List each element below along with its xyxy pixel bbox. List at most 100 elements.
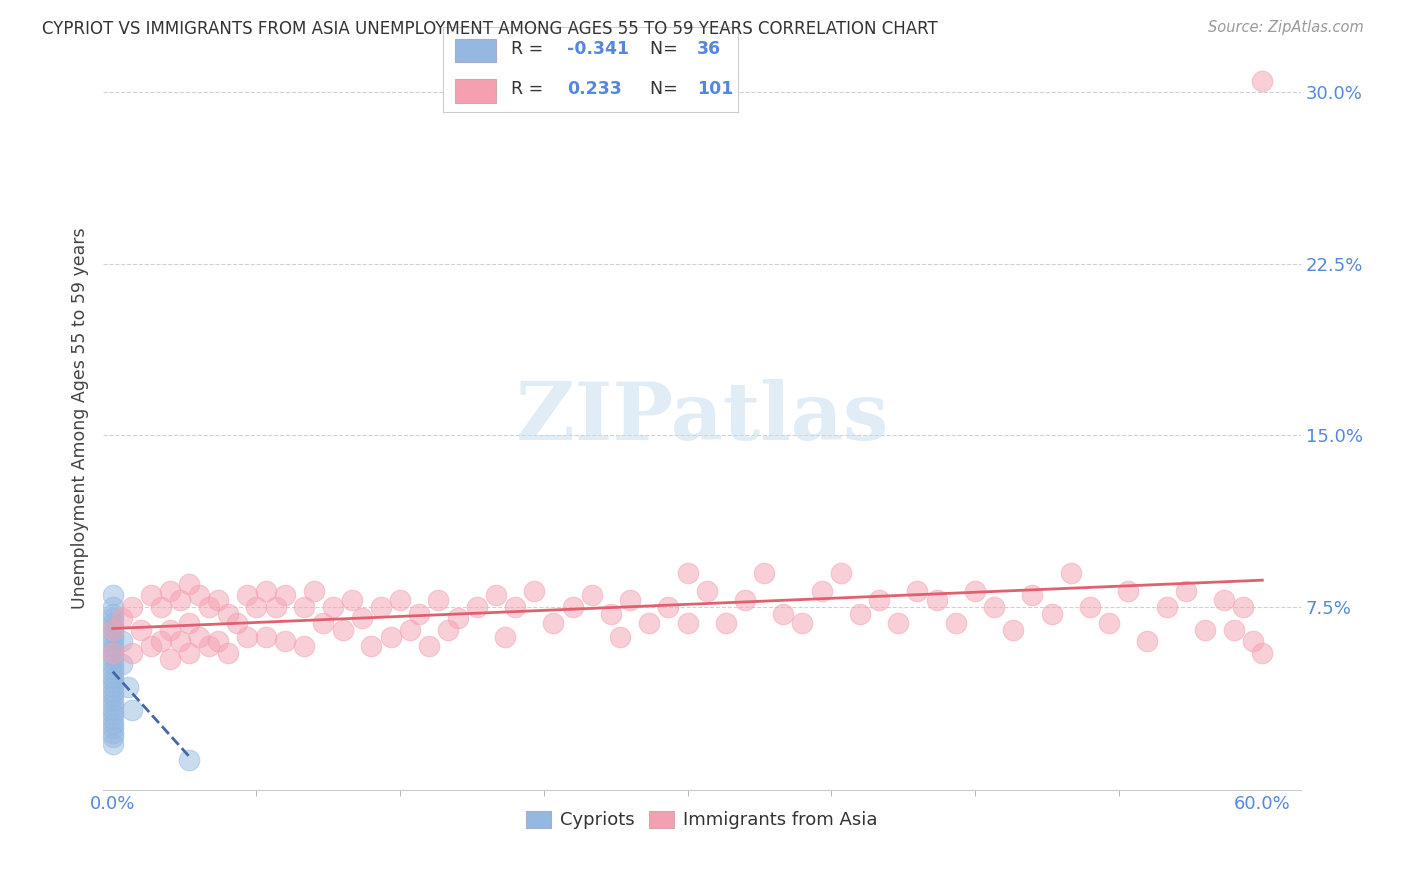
Point [1078, 599, 1101, 614]
Point [676, 566, 699, 580]
Point [179, 753, 201, 767]
Point [101, 698, 124, 713]
Point [101, 662, 124, 676]
Point [101, 725, 124, 739]
Point [495, 630, 517, 644]
Point [101, 588, 124, 602]
Point [101, 694, 124, 708]
Text: N=: N= [650, 80, 683, 98]
Point [111, 634, 134, 648]
Text: N=: N= [650, 40, 683, 58]
Point [101, 625, 124, 640]
Point [101, 623, 124, 637]
Point [752, 566, 775, 580]
Point [101, 666, 124, 681]
Point [1213, 593, 1236, 607]
Point [887, 615, 910, 630]
Point [360, 639, 382, 653]
Point [101, 630, 124, 644]
Point [1251, 646, 1274, 660]
Point [117, 680, 139, 694]
Point [121, 703, 143, 717]
Point [197, 599, 219, 614]
Point [254, 630, 277, 644]
Point [619, 593, 641, 607]
Point [101, 648, 124, 662]
Point [121, 599, 143, 614]
Point [446, 611, 468, 625]
Point [1098, 615, 1121, 630]
Point [676, 615, 699, 630]
Point [101, 731, 124, 745]
Point [1136, 634, 1159, 648]
Point [342, 593, 364, 607]
Point [111, 611, 134, 625]
Point [101, 652, 124, 666]
Point [101, 620, 124, 634]
Point [868, 593, 890, 607]
Point [1174, 583, 1197, 598]
Point [101, 716, 124, 731]
Point [197, 639, 219, 653]
Text: Source: ZipAtlas.com: Source: ZipAtlas.com [1208, 20, 1364, 35]
Point [226, 615, 249, 630]
Point [101, 657, 124, 671]
Point [101, 721, 124, 735]
Point [111, 657, 134, 671]
Text: R =: R = [510, 40, 548, 58]
Point [1251, 73, 1274, 87]
Point [638, 615, 661, 630]
Text: R =: R = [510, 80, 554, 98]
Point [1241, 634, 1264, 648]
Point [810, 583, 832, 598]
Point [503, 599, 526, 614]
Point [101, 607, 124, 621]
Point [561, 599, 583, 614]
Point [121, 646, 143, 660]
Point [101, 675, 124, 690]
Point [398, 623, 420, 637]
Point [207, 634, 229, 648]
Point [101, 611, 124, 625]
Point [179, 615, 201, 630]
Point [101, 737, 124, 751]
Point [1002, 623, 1025, 637]
Point [101, 712, 124, 726]
Point [217, 646, 239, 660]
Text: 0.233: 0.233 [567, 80, 621, 98]
Point [599, 607, 621, 621]
Point [302, 583, 325, 598]
Point [236, 588, 259, 602]
Point [925, 593, 948, 607]
Point [159, 652, 181, 666]
Point [101, 646, 124, 660]
Point [772, 607, 794, 621]
FancyBboxPatch shape [454, 38, 496, 62]
Point [236, 630, 259, 644]
Point [207, 593, 229, 607]
Text: CYPRIOT VS IMMIGRANTS FROM ASIA UNEMPLOYMENT AMONG AGES 55 TO 59 YEARS CORRELATI: CYPRIOT VS IMMIGRANTS FROM ASIA UNEMPLOY… [42, 20, 938, 37]
Point [312, 615, 335, 630]
Point [332, 623, 354, 637]
Point [264, 599, 287, 614]
Text: ZIPatlas: ZIPatlas [516, 379, 889, 457]
Point [418, 639, 440, 653]
Point [101, 634, 124, 648]
Point [292, 639, 315, 653]
Point [408, 607, 430, 621]
Point [149, 599, 172, 614]
Point [609, 630, 631, 644]
Point [101, 615, 124, 630]
Point [101, 643, 124, 657]
Point [370, 599, 392, 614]
Point [274, 634, 297, 648]
Point [696, 583, 718, 598]
Point [983, 599, 1005, 614]
Point [523, 583, 546, 598]
Point [159, 623, 181, 637]
Point [101, 671, 124, 685]
Point [581, 588, 603, 602]
Point [380, 630, 402, 644]
Point [101, 684, 124, 698]
Point [179, 577, 201, 591]
